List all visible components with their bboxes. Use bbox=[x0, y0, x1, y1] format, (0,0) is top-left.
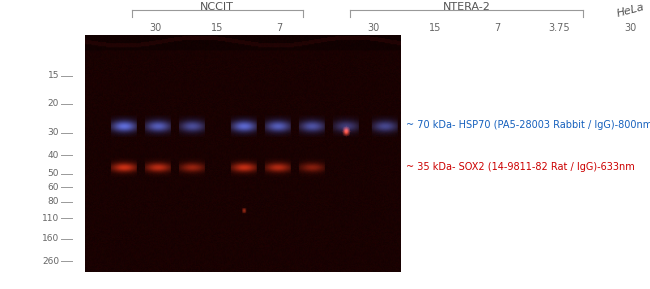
Text: 110: 110 bbox=[42, 214, 59, 223]
Text: 30: 30 bbox=[47, 128, 59, 137]
Text: 7: 7 bbox=[495, 23, 501, 33]
Text: NTERA-2: NTERA-2 bbox=[443, 2, 491, 12]
Text: 7: 7 bbox=[276, 23, 282, 33]
Text: 30: 30 bbox=[624, 23, 636, 33]
Text: 15: 15 bbox=[430, 23, 442, 33]
Text: 40: 40 bbox=[48, 151, 59, 160]
Text: 30: 30 bbox=[367, 23, 380, 33]
Text: 15: 15 bbox=[211, 23, 224, 33]
Text: ~ 70 kDa- HSP70 (PA5-28003 Rabbit / IgG)-800nm: ~ 70 kDa- HSP70 (PA5-28003 Rabbit / IgG)… bbox=[406, 120, 650, 130]
Text: NCCIT: NCCIT bbox=[200, 2, 234, 12]
Text: 160: 160 bbox=[42, 234, 59, 243]
Text: 15: 15 bbox=[47, 71, 59, 80]
Text: 60: 60 bbox=[47, 183, 59, 192]
Text: 3.75: 3.75 bbox=[549, 23, 570, 33]
Text: 80: 80 bbox=[47, 197, 59, 206]
Text: 30: 30 bbox=[150, 23, 161, 33]
Text: HeLa: HeLa bbox=[616, 2, 645, 19]
Text: 260: 260 bbox=[42, 257, 59, 266]
Text: 50: 50 bbox=[47, 169, 59, 178]
Text: 20: 20 bbox=[48, 99, 59, 108]
Text: ~ 35 kDa- SOX2 (14-9811-82 Rat / IgG)-633nm: ~ 35 kDa- SOX2 (14-9811-82 Rat / IgG)-63… bbox=[406, 162, 635, 172]
